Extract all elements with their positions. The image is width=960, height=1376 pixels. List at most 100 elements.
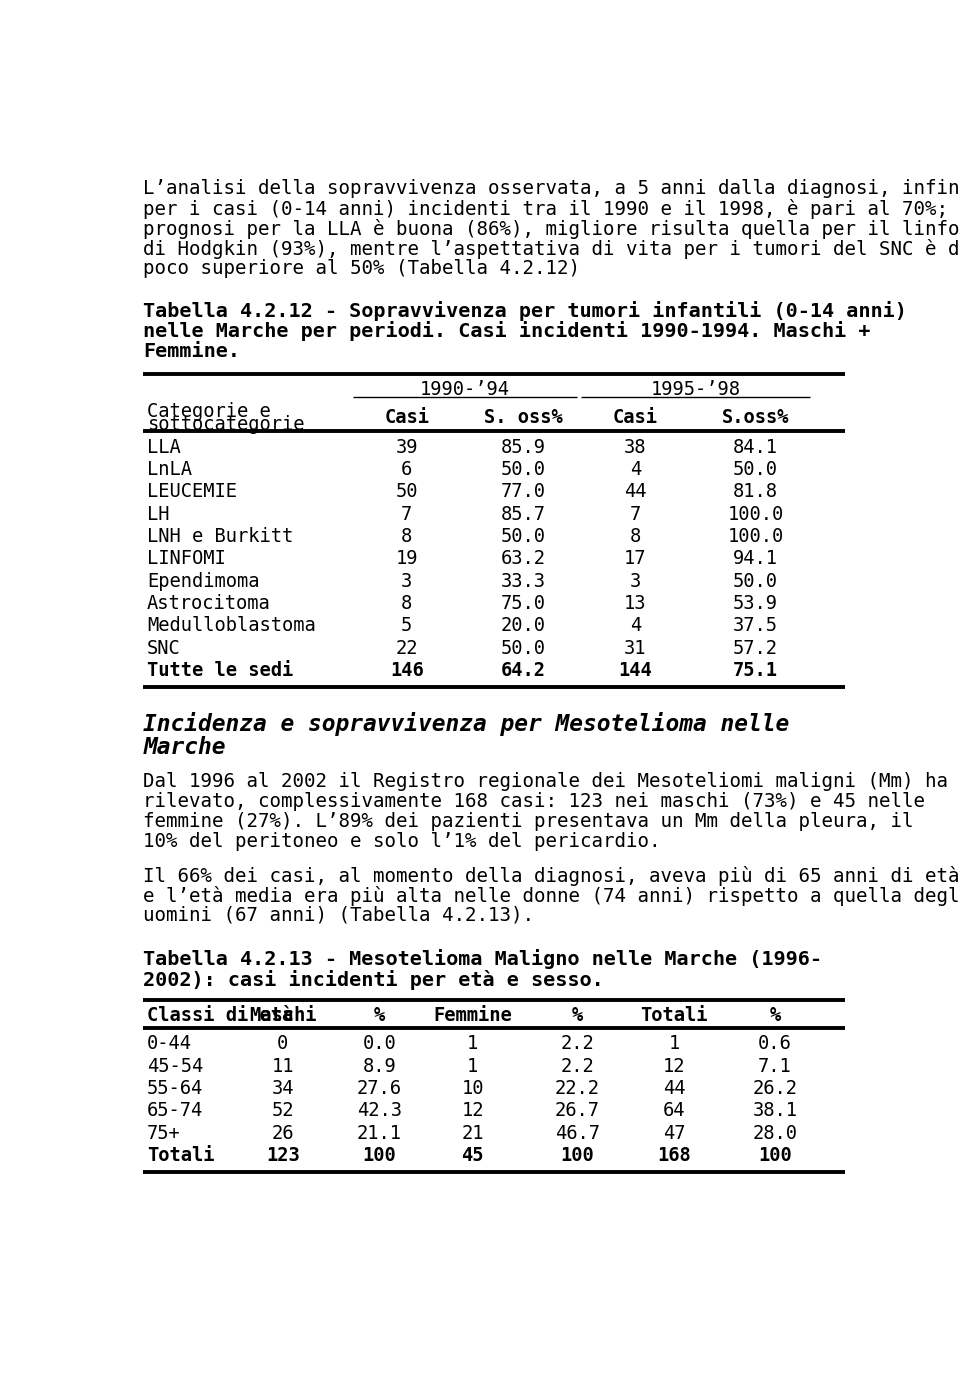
Text: 81.8: 81.8 [733, 483, 778, 501]
Text: 77.0: 77.0 [500, 483, 545, 501]
Text: poco superiore al 50% (Tabella 4.2.12): poco superiore al 50% (Tabella 4.2.12) [143, 259, 580, 278]
Text: 44: 44 [624, 483, 647, 501]
Text: 8: 8 [630, 527, 641, 546]
Text: 22: 22 [396, 638, 418, 658]
Text: per i casi (0-14 anni) incidenti tra il 1990 e il 1998, è pari al 70%; la: per i casi (0-14 anni) incidenti tra il … [143, 200, 960, 219]
Text: 8: 8 [401, 527, 413, 546]
Text: 8: 8 [401, 594, 413, 614]
Text: 146: 146 [390, 660, 423, 680]
Text: nelle Marche per periodi. Casi incidenti 1990-1994. Maschi +: nelle Marche per periodi. Casi incidenti… [143, 322, 871, 341]
Text: e l’età media era più alta nelle donne (74 anni) rispetto a quella degli: e l’età media era più alta nelle donne (… [143, 886, 960, 905]
Text: 0: 0 [277, 1035, 288, 1054]
Text: 38: 38 [624, 438, 647, 457]
Text: 20.0: 20.0 [500, 616, 545, 636]
Text: 0.6: 0.6 [758, 1035, 792, 1054]
Text: 85.7: 85.7 [500, 505, 545, 524]
Text: 3: 3 [630, 571, 641, 590]
Text: 1: 1 [467, 1035, 478, 1054]
Text: 12: 12 [662, 1057, 685, 1076]
Text: L’analisi della sopravvivenza osservata, a 5 anni dalla diagnosi, infine,: L’analisi della sopravvivenza osservata,… [143, 179, 960, 198]
Text: Femmine.: Femmine. [143, 343, 240, 362]
Text: 45: 45 [462, 1146, 484, 1165]
Text: S.oss%: S.oss% [722, 409, 789, 428]
Text: 50.0: 50.0 [733, 460, 778, 479]
Text: sottocategorie: sottocategorie [147, 416, 304, 435]
Text: 17: 17 [624, 549, 647, 568]
Text: 55-64: 55-64 [147, 1079, 204, 1098]
Text: 13: 13 [624, 594, 647, 614]
Text: LNH e Burkitt: LNH e Burkitt [147, 527, 294, 546]
Text: prognosi per la LLA è buona (86%), migliore risulta quella per il linfoma: prognosi per la LLA è buona (86%), migli… [143, 219, 960, 239]
Text: 144: 144 [618, 660, 652, 680]
Text: 26: 26 [272, 1124, 294, 1143]
Text: 85.9: 85.9 [500, 438, 545, 457]
Text: 2.2: 2.2 [561, 1057, 594, 1076]
Text: 75.0: 75.0 [500, 594, 545, 614]
Text: 75.1: 75.1 [733, 660, 778, 680]
Text: %: % [571, 1006, 583, 1025]
Text: 44: 44 [662, 1079, 685, 1098]
Text: 42.3: 42.3 [357, 1101, 402, 1120]
Text: 26.7: 26.7 [555, 1101, 600, 1120]
Text: Categorie e: Categorie e [147, 402, 271, 421]
Text: 10: 10 [462, 1079, 484, 1098]
Text: Casi: Casi [384, 409, 429, 428]
Text: 47: 47 [662, 1124, 685, 1143]
Text: Totali: Totali [640, 1006, 708, 1025]
Text: Tutte le sedi: Tutte le sedi [147, 660, 294, 680]
Text: 3: 3 [401, 571, 413, 590]
Text: 84.1: 84.1 [733, 438, 778, 457]
Text: 27.6: 27.6 [357, 1079, 402, 1098]
Text: LINFOMI: LINFOMI [147, 549, 226, 568]
Text: 7: 7 [401, 505, 413, 524]
Text: 39: 39 [396, 438, 418, 457]
Text: 52: 52 [272, 1101, 294, 1120]
Text: 2002): casi incidenti per età e sesso.: 2002): casi incidenti per età e sesso. [143, 970, 604, 989]
Text: Ependimoma: Ependimoma [147, 571, 259, 590]
Text: SNC: SNC [147, 638, 180, 658]
Text: 12: 12 [462, 1101, 484, 1120]
Text: 7.1: 7.1 [758, 1057, 792, 1076]
Text: Dal 1996 al 2002 il Registro regionale dei Mesoteliomi maligni (Mm) ha: Dal 1996 al 2002 il Registro regionale d… [143, 772, 948, 791]
Text: uomini (67 anni) (Tabella 4.2.13).: uomini (67 anni) (Tabella 4.2.13). [143, 905, 535, 925]
Text: 21.1: 21.1 [357, 1124, 402, 1143]
Text: LH: LH [147, 505, 170, 524]
Text: 50.0: 50.0 [500, 527, 545, 546]
Text: Medulloblastoma: Medulloblastoma [147, 616, 316, 636]
Text: 100.0: 100.0 [728, 527, 783, 546]
Text: 50.0: 50.0 [500, 638, 545, 658]
Text: Marche: Marche [143, 736, 226, 760]
Text: 38.1: 38.1 [753, 1101, 798, 1120]
Text: 100: 100 [561, 1146, 594, 1165]
Text: 7: 7 [630, 505, 641, 524]
Text: 6: 6 [401, 460, 413, 479]
Text: 5: 5 [401, 616, 413, 636]
Text: 123: 123 [266, 1146, 300, 1165]
Text: LnLA: LnLA [147, 460, 192, 479]
Text: rilevato, complessivamente 168 casi: 123 nei maschi (73%) e 45 nelle: rilevato, complessivamente 168 casi: 123… [143, 793, 925, 810]
Text: 1990-’94: 1990-’94 [420, 380, 510, 399]
Text: %: % [769, 1006, 780, 1025]
Text: 50.0: 50.0 [500, 460, 545, 479]
Text: 168: 168 [658, 1146, 691, 1165]
Text: 11: 11 [272, 1057, 294, 1076]
Text: 37.5: 37.5 [733, 616, 778, 636]
Text: 2.2: 2.2 [561, 1035, 594, 1054]
Text: 1995-’98: 1995-’98 [651, 380, 740, 399]
Text: Maschi: Maschi [249, 1006, 317, 1025]
Text: Casi: Casi [612, 409, 658, 428]
Text: 64.2: 64.2 [500, 660, 545, 680]
Text: %: % [374, 1006, 385, 1025]
Text: Femmine: Femmine [433, 1006, 512, 1025]
Text: 75+: 75+ [147, 1124, 180, 1143]
Text: 1: 1 [467, 1057, 478, 1076]
Text: 26.2: 26.2 [753, 1079, 798, 1098]
Text: 57.2: 57.2 [733, 638, 778, 658]
Text: Tabella 4.2.12 - Sopravvivenza per tumori infantili (0-14 anni): Tabella 4.2.12 - Sopravvivenza per tumor… [143, 300, 907, 321]
Text: Tabella 4.2.13 - Mesotelioma Maligno nelle Marche (1996-: Tabella 4.2.13 - Mesotelioma Maligno nel… [143, 949, 823, 969]
Text: 45-54: 45-54 [147, 1057, 204, 1076]
Text: 100: 100 [363, 1146, 396, 1165]
Text: 10% del peritoneo e solo l’1% del pericardio.: 10% del peritoneo e solo l’1% del perica… [143, 832, 660, 850]
Text: 33.3: 33.3 [500, 571, 545, 590]
Text: S. oss%: S. oss% [484, 409, 563, 428]
